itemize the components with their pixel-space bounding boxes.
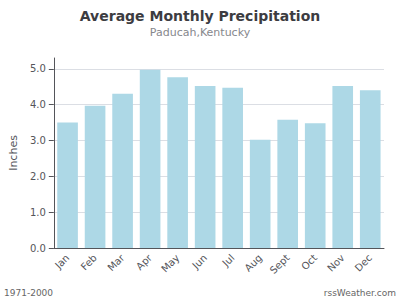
svg-text:Sept: Sept xyxy=(268,252,292,276)
svg-text:Dec: Dec xyxy=(353,252,374,273)
svg-text:0.0: 0.0 xyxy=(30,243,46,254)
svg-text:Nov: Nov xyxy=(325,252,347,274)
svg-text:Mar: Mar xyxy=(105,251,127,273)
svg-text:May: May xyxy=(159,252,181,274)
svg-text:Feb: Feb xyxy=(79,252,99,272)
svg-text:1.0: 1.0 xyxy=(30,207,46,218)
svg-text:4.0: 4.0 xyxy=(30,99,46,110)
svg-text:Apr: Apr xyxy=(134,251,155,272)
svg-text:5.0: 5.0 xyxy=(30,63,46,74)
svg-text:Average Monthly Precipitation: Average Monthly Precipitation xyxy=(80,8,320,24)
svg-text:Paducah,Kentucky: Paducah,Kentucky xyxy=(150,26,251,39)
svg-text:Inches: Inches xyxy=(7,135,20,171)
svg-text:rssWeather.com: rssWeather.com xyxy=(324,288,396,298)
svg-text:Aug: Aug xyxy=(242,252,264,274)
svg-text:Oct: Oct xyxy=(299,252,319,272)
svg-text:2.0: 2.0 xyxy=(30,171,46,182)
svg-text:1971-2000: 1971-2000 xyxy=(4,288,53,298)
svg-text:Jan: Jan xyxy=(52,252,71,271)
svg-text:Jul: Jul xyxy=(220,252,237,269)
svg-text:Jun: Jun xyxy=(190,252,210,272)
svg-text:3.0: 3.0 xyxy=(30,135,46,146)
